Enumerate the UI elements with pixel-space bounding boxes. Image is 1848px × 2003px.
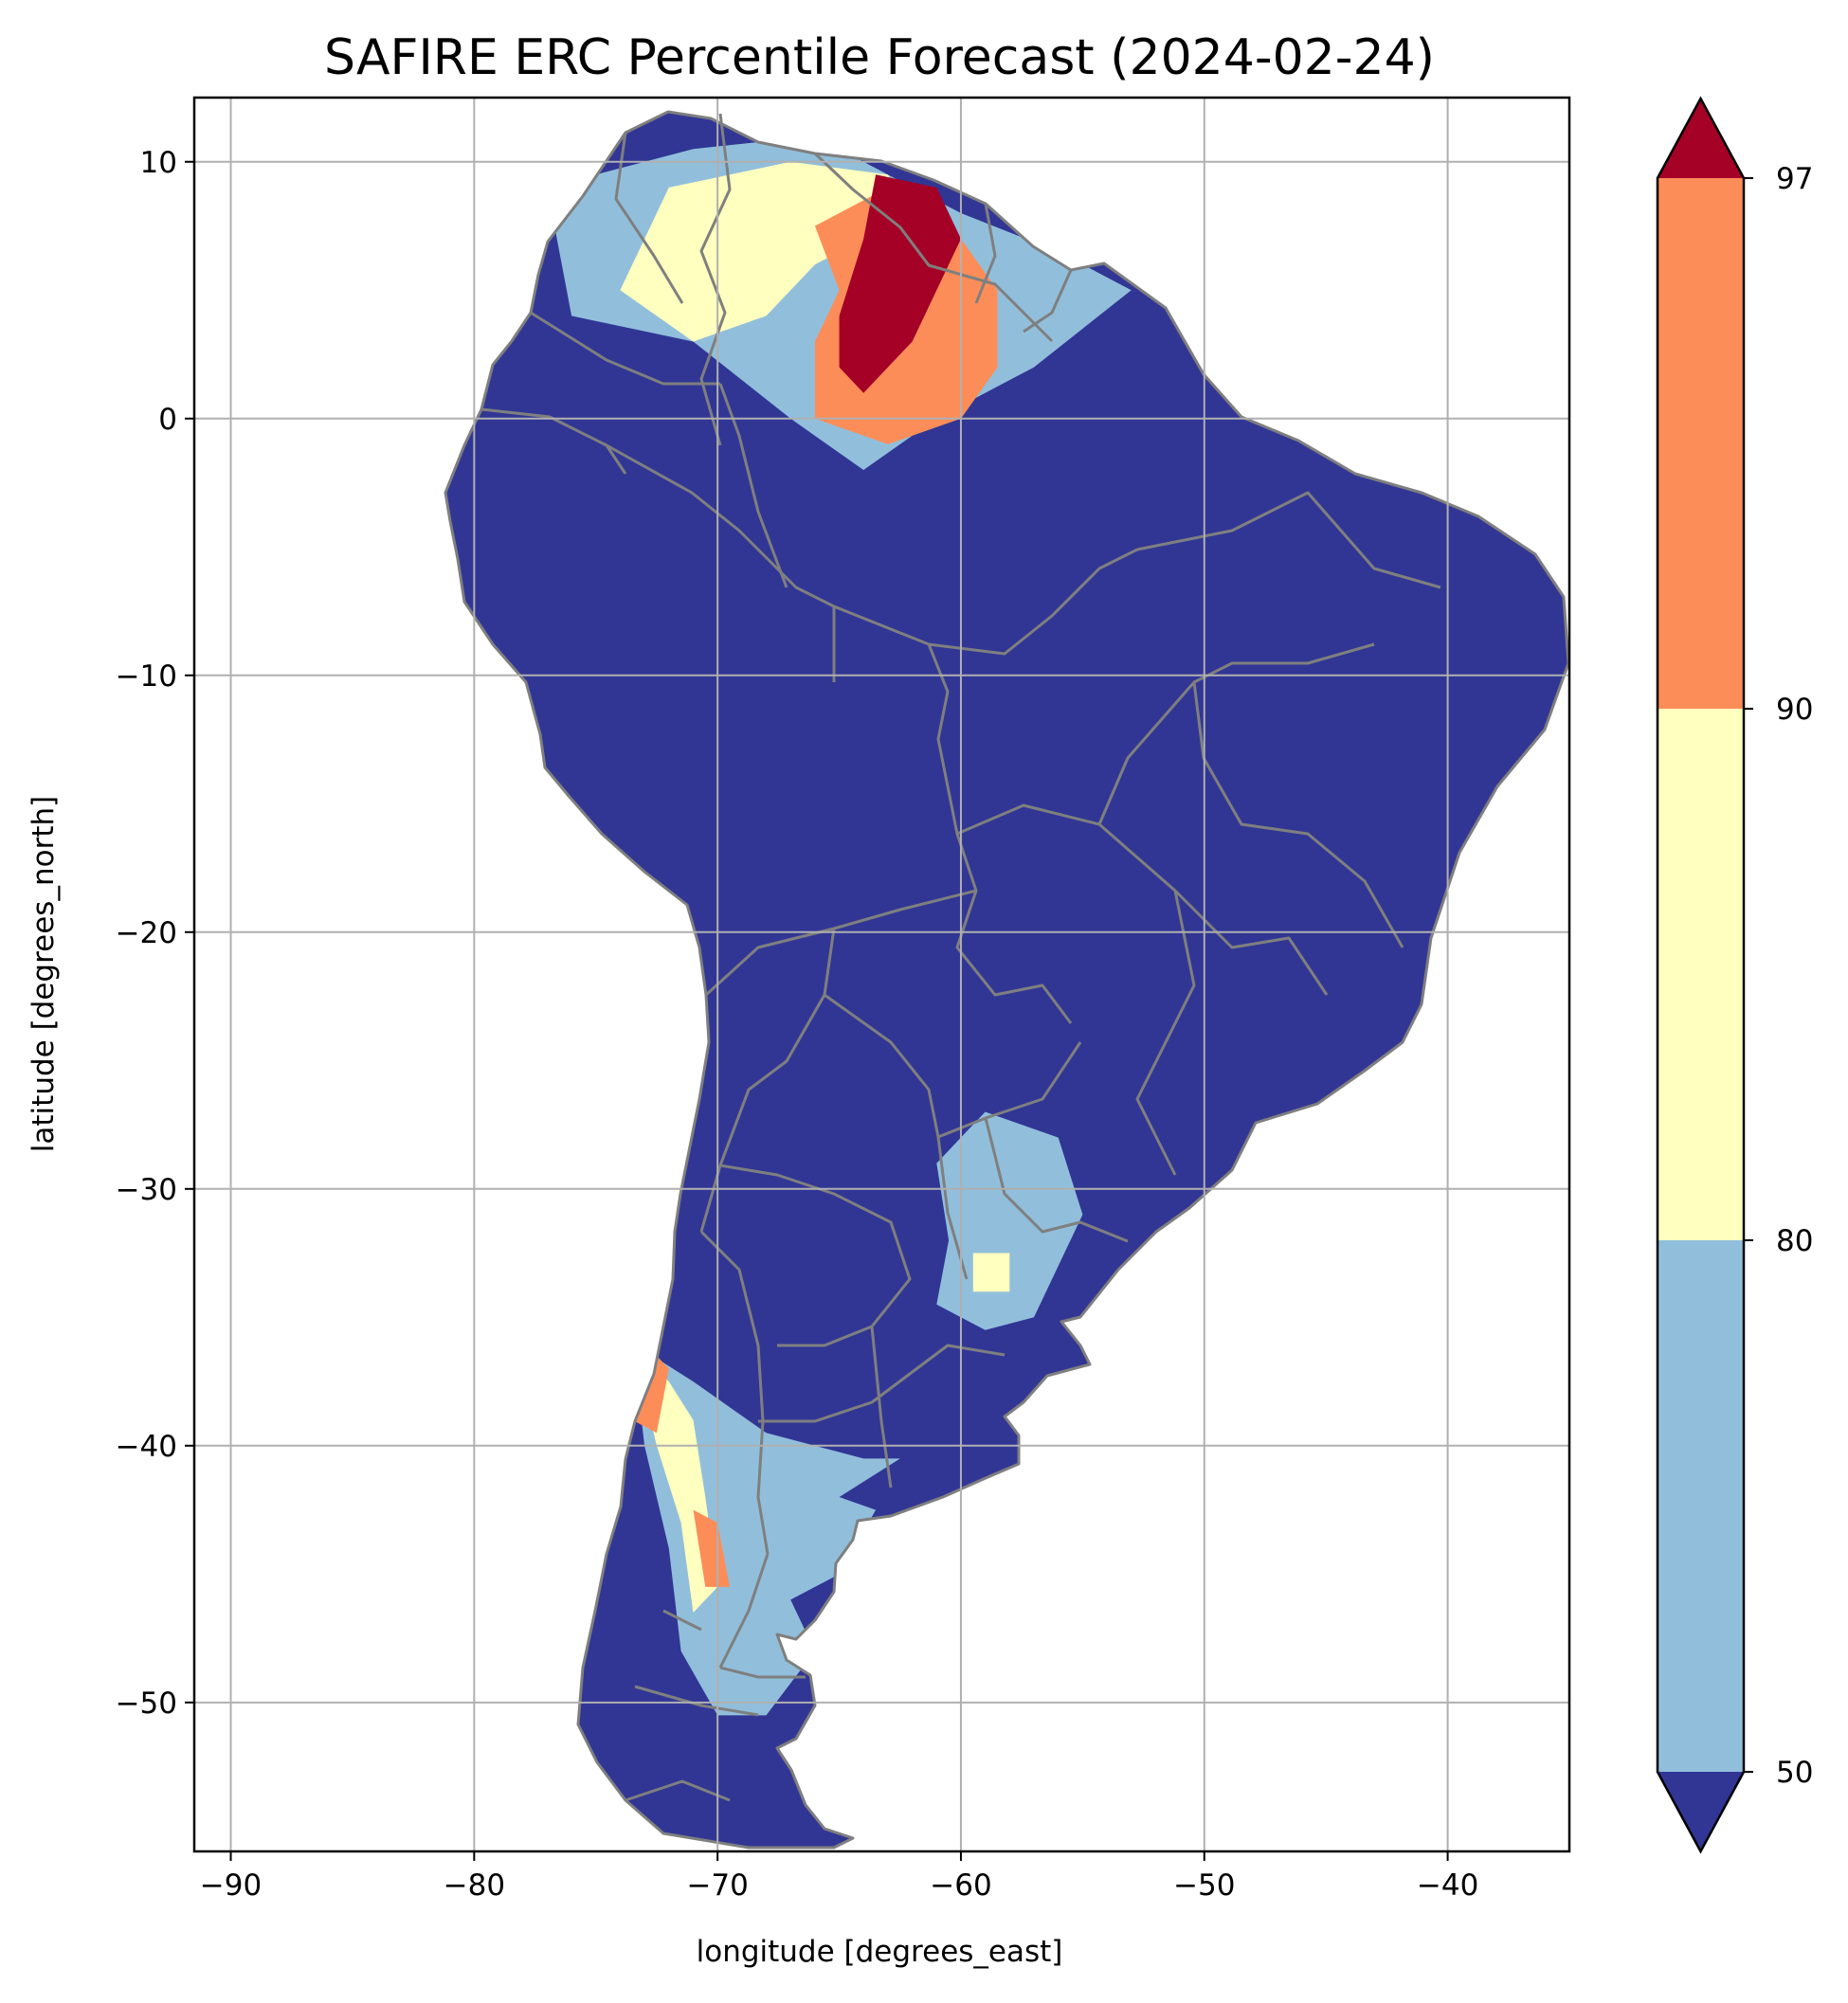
plot-area <box>194 98 1569 1851</box>
x-axis-ticks: −90 −80 −70 −60 −50 −40 <box>200 1851 1478 1903</box>
region-90-97 <box>693 1509 730 1587</box>
x-tick-label: −90 <box>200 1868 262 1903</box>
national-and-state-borders <box>444 110 1569 1850</box>
y-tick-label: −10 <box>116 659 177 694</box>
gridlines <box>194 98 1569 1851</box>
category-regions <box>547 135 1132 1716</box>
y-axis-ticks: 10 0 −10 −20 −30 −40 −50 <box>116 146 194 1721</box>
x-tick-label: −60 <box>930 1868 991 1903</box>
y-axis-label: latitude [degrees_north] <box>27 796 61 1152</box>
colorbar-extend-above-97 <box>1658 99 1744 178</box>
colorbar-tick-label: 50 <box>1776 1756 1813 1790</box>
colorbar: 50 80 90 97 <box>1656 96 1813 1854</box>
x-axis-label: longitude [degrees_east] <box>697 1935 1063 1969</box>
colorbar-segment-90-97 <box>1658 178 1744 709</box>
region-above-97 <box>839 174 961 393</box>
x-tick-label: −50 <box>1173 1868 1235 1903</box>
plot-frame <box>192 96 1571 1853</box>
x-tick-label: −80 <box>444 1868 505 1903</box>
y-tick-label: −30 <box>116 1173 177 1207</box>
colorbar-tick-label: 97 <box>1776 162 1813 196</box>
chart-title: SAFIRE ERC Percentile Forecast (2024-02-… <box>324 29 1435 86</box>
x-tick-label: −70 <box>686 1868 748 1903</box>
colorbar-extend-below-50 <box>1658 1772 1744 1851</box>
internal-borders <box>480 113 1441 1802</box>
coastline <box>444 110 1569 1850</box>
y-tick-label: −40 <box>116 1430 177 1464</box>
y-tick-label: −20 <box>116 916 177 950</box>
colorbar-tick-label: 90 <box>1776 693 1813 727</box>
region-80-90 <box>972 1253 1010 1292</box>
region-80-90 <box>620 161 913 342</box>
y-tick-label: −50 <box>116 1687 177 1721</box>
y-tick-label: 10 <box>140 146 177 180</box>
colorbar-segment-80-90 <box>1658 709 1744 1240</box>
x-tick-label: −40 <box>1417 1868 1478 1903</box>
y-tick-label: 0 <box>158 403 177 437</box>
colorbar-segment-50-80 <box>1658 1240 1744 1772</box>
region-50-80 <box>632 1343 900 1716</box>
colorbar-tick-label: 80 <box>1776 1224 1813 1258</box>
